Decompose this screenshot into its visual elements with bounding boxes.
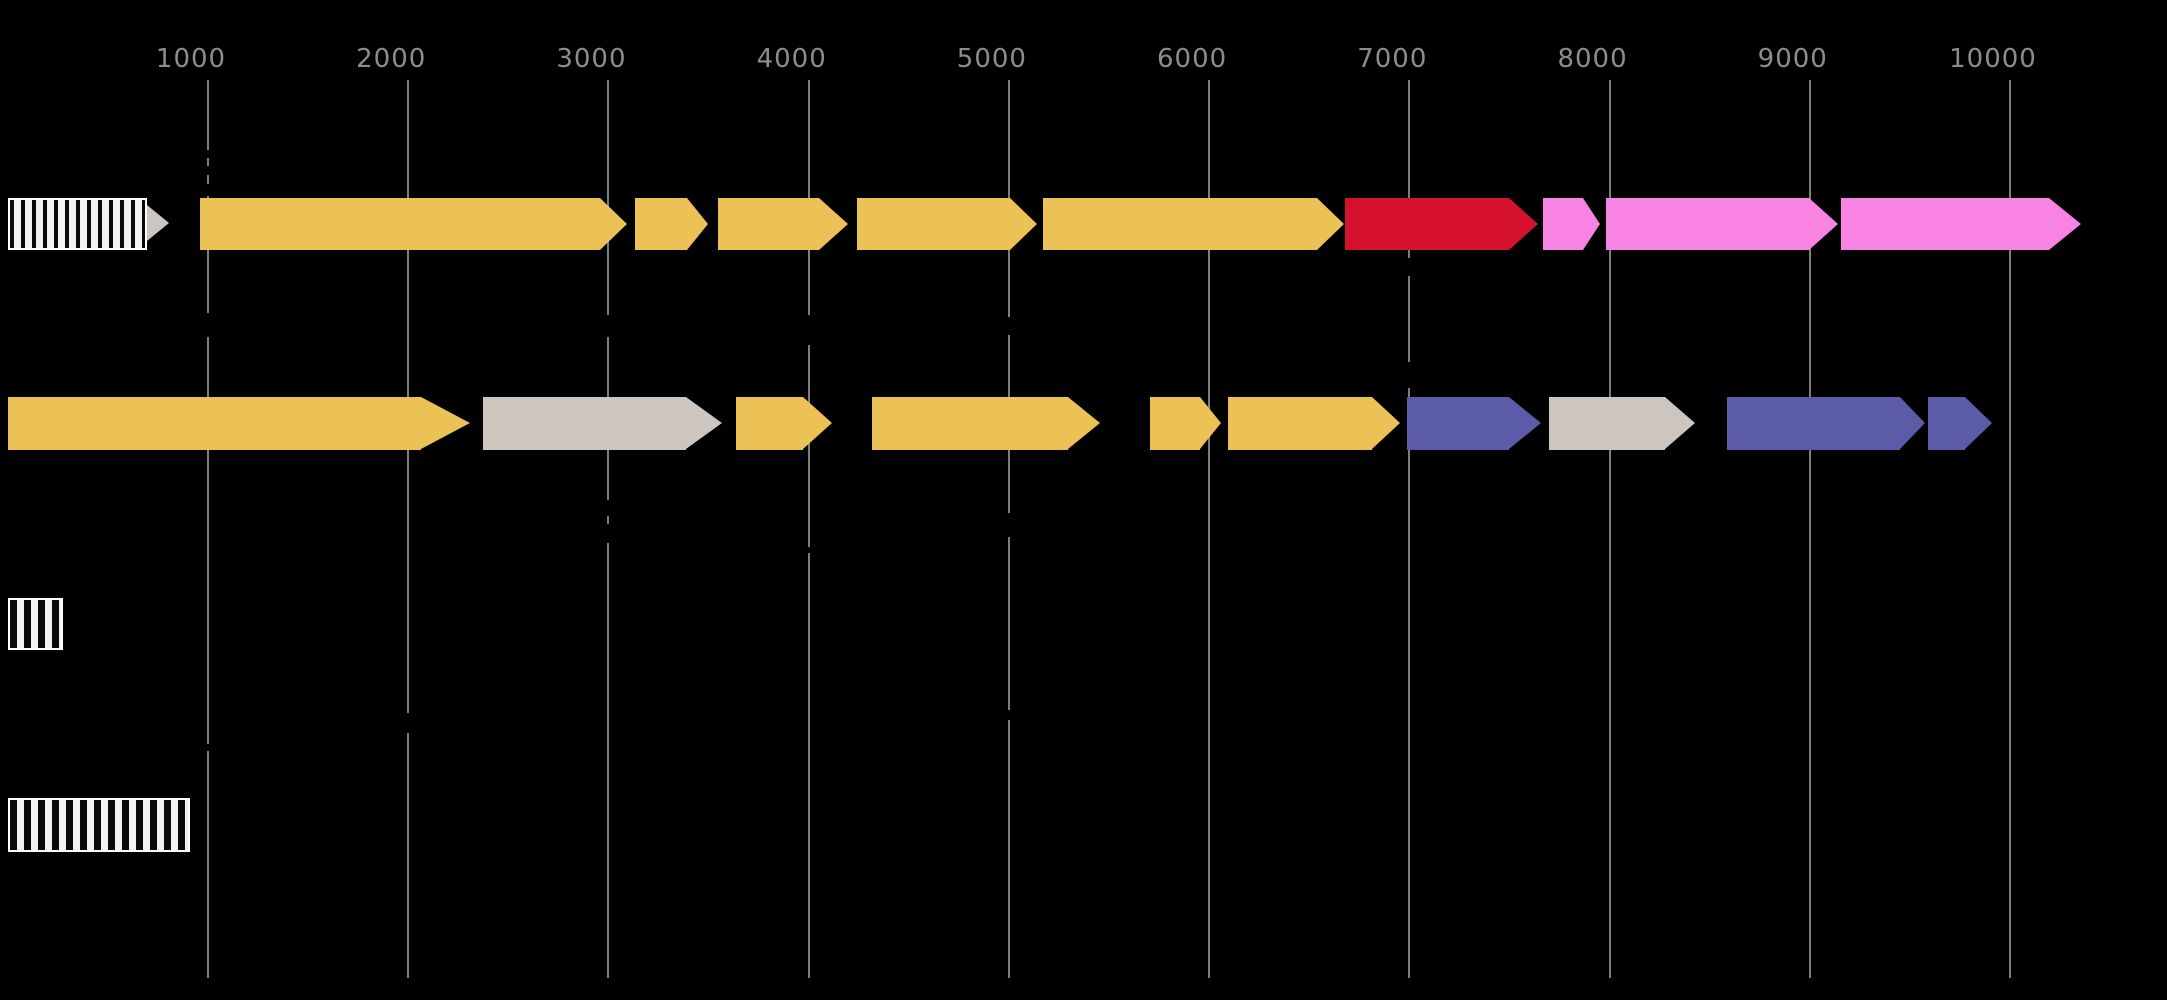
gene-arrow-head — [1582, 198, 1600, 250]
gene-feature-arrow — [482, 397, 722, 450]
axis-tick-label-8000: 8000 — [1557, 44, 1628, 74]
gene-arrow-body — [735, 397, 803, 450]
gridline-gap — [1407, 362, 1412, 388]
gene-feature-arrow — [871, 397, 1100, 450]
gridline-gap — [606, 315, 611, 337]
gene-feature-arrow — [1726, 397, 1925, 450]
gene-arrow-head — [1009, 198, 1037, 250]
gridline-4000 — [807, 80, 810, 978]
gene-arrow-body — [1227, 397, 1372, 450]
gene-arrow-body — [7, 198, 147, 250]
gene-arrow-body — [7, 598, 64, 650]
gridline-6000 — [1208, 80, 1211, 978]
gene-arrow-head — [685, 397, 722, 449]
gene-arrow-body — [7, 397, 422, 450]
gene-arrow-body — [7, 798, 190, 852]
gene-arrow-body — [717, 198, 819, 250]
gene-feature-arrow — [7, 397, 471, 450]
gene-arrow-head — [600, 198, 628, 250]
hatched-feature — [7, 798, 190, 852]
gene-arrow-head — [1371, 397, 1400, 449]
gridline-7000 — [1408, 80, 1411, 978]
gene-feature-arrow — [199, 198, 628, 250]
gene-arrow-body — [856, 198, 1010, 250]
axis-tick-label-4000: 4000 — [756, 44, 827, 74]
axis-tick-label-1000: 1000 — [155, 44, 227, 74]
gene-arrow-head — [1664, 397, 1695, 449]
gene-feature-arrow — [735, 397, 832, 450]
gene-arrow-head — [1508, 397, 1541, 449]
gene-feature-arrow — [1406, 397, 1541, 450]
gene-arrow-head — [421, 397, 471, 449]
gene-feature-arrow — [717, 198, 848, 250]
gene-arrow-head — [1067, 397, 1100, 449]
gene-arrow-body — [871, 397, 1068, 450]
gene-arrow-body — [1042, 198, 1317, 250]
axis-tick-label-3000: 3000 — [556, 44, 627, 74]
gridline-9000 — [1808, 80, 1811, 978]
gridline-10000 — [2008, 80, 2011, 978]
gene-feature-arrow — [1927, 397, 1992, 450]
gene-feature-arrow — [1227, 397, 1400, 450]
gridline-gap — [1006, 513, 1011, 537]
gene-arrow-head — [802, 397, 832, 449]
hatched-feature — [7, 198, 169, 250]
gridline-2000 — [407, 80, 410, 978]
gridline-gap — [406, 713, 411, 733]
gene-arrow-head — [1899, 397, 1925, 449]
gene-feature-arrow — [1605, 198, 1838, 250]
axis-tick-label-5000: 5000 — [956, 44, 1027, 74]
gene-arrow-body — [1605, 198, 1809, 250]
gene-arrow-body — [1726, 397, 1900, 450]
gridline-gap — [1407, 258, 1412, 276]
gene-arrow-head — [1316, 198, 1344, 250]
gene-arrow-body — [1542, 198, 1583, 250]
axis-tick-label-9000: 9000 — [1757, 44, 1828, 74]
gene-arrow-body — [482, 397, 686, 450]
gene-arrow-head — [1508, 198, 1538, 250]
gene-arrow-head — [686, 198, 708, 250]
axis-tick-label-7000: 7000 — [1357, 44, 1428, 74]
gridline-gap — [606, 524, 611, 543]
gridline-gap — [206, 313, 210, 337]
gene-arrow-head — [818, 198, 848, 250]
gene-arrow-body — [1406, 397, 1509, 450]
gene-arrow-head — [2049, 198, 2081, 250]
gene-arrow-body — [1840, 198, 2049, 250]
gridline-gap — [806, 315, 811, 345]
gene-arrow-head — [1808, 198, 1838, 250]
gridline-gap — [206, 150, 210, 158]
gene-arrow-body — [634, 198, 687, 250]
gridline-gap — [806, 547, 811, 553]
gene-arrow-body — [199, 198, 601, 250]
gridline-gap — [206, 744, 210, 751]
gene-arrow-body — [1927, 397, 1965, 450]
gene-arrow-body — [1150, 397, 1200, 450]
gridline-gap — [206, 166, 210, 175]
gene-feature-arrow — [634, 198, 708, 250]
gridline-1000 — [207, 80, 209, 978]
gene-feature-arrow — [1542, 198, 1600, 250]
gridline-gap — [206, 184, 210, 196]
axis-tick-label-10000: 10000 — [1949, 44, 2037, 74]
gene-feature-arrow — [1840, 198, 2081, 250]
gene-arrow-body — [1548, 397, 1665, 450]
gridline-gap — [606, 500, 611, 516]
gridline-8000 — [1608, 80, 1611, 978]
axis-tick-label-6000: 6000 — [1157, 44, 1228, 74]
hatched-feature — [7, 598, 64, 650]
gene-feature-arrow — [1042, 198, 1344, 250]
gene-feature-arrow — [856, 198, 1037, 250]
gene-arrow-head — [146, 205, 169, 241]
gridline-gap — [1006, 710, 1011, 720]
gene-arrow-head — [1199, 397, 1221, 449]
gene-feature-arrow — [1150, 397, 1221, 450]
gene-feature-arrow — [1344, 198, 1538, 250]
gene-arrow-body — [1344, 198, 1509, 250]
gene-arrow-head — [1964, 397, 1992, 449]
gridline-gap — [1006, 317, 1011, 335]
axis-tick-label-2000: 2000 — [356, 44, 427, 74]
gene-feature-arrow — [1548, 397, 1695, 450]
